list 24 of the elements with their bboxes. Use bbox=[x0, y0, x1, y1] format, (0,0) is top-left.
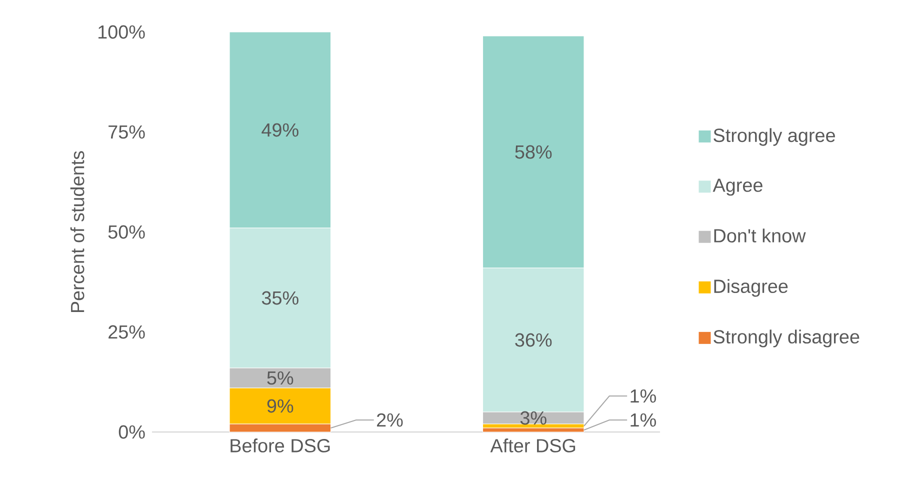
x-tick-label: After DSG bbox=[490, 438, 576, 452]
data-label: 1% bbox=[630, 389, 656, 403]
y-axis-title: Percent of students bbox=[70, 151, 84, 312]
y-tick-label: 100% bbox=[98, 25, 145, 39]
data-label: 5% bbox=[267, 371, 294, 385]
y-tick-label: 25% bbox=[108, 325, 145, 339]
legend-label: Strongly agree bbox=[714, 128, 835, 146]
legend-label: Strongly disagree bbox=[714, 330, 860, 348]
data-label: 3% bbox=[520, 411, 546, 425]
x-tick-label: Before DSG bbox=[230, 438, 330, 452]
data-label: 49% bbox=[262, 123, 298, 137]
data-label: 9% bbox=[267, 399, 294, 413]
data-label: 35% bbox=[262, 291, 298, 305]
legend-label: Disagree bbox=[714, 279, 788, 297]
data-label: 58% bbox=[515, 145, 552, 159]
y-tick-label: 50% bbox=[108, 225, 145, 239]
y-tick-label: 0% bbox=[118, 425, 145, 439]
legend-label: Don't know bbox=[714, 228, 806, 242]
y-tick-label: 75% bbox=[108, 125, 145, 139]
data-label: 2% bbox=[376, 413, 403, 427]
data-label: 36% bbox=[515, 333, 552, 347]
bar bbox=[482, 428, 584, 432]
data-label: 1% bbox=[630, 413, 656, 427]
legend-label: Agree bbox=[712, 178, 762, 196]
